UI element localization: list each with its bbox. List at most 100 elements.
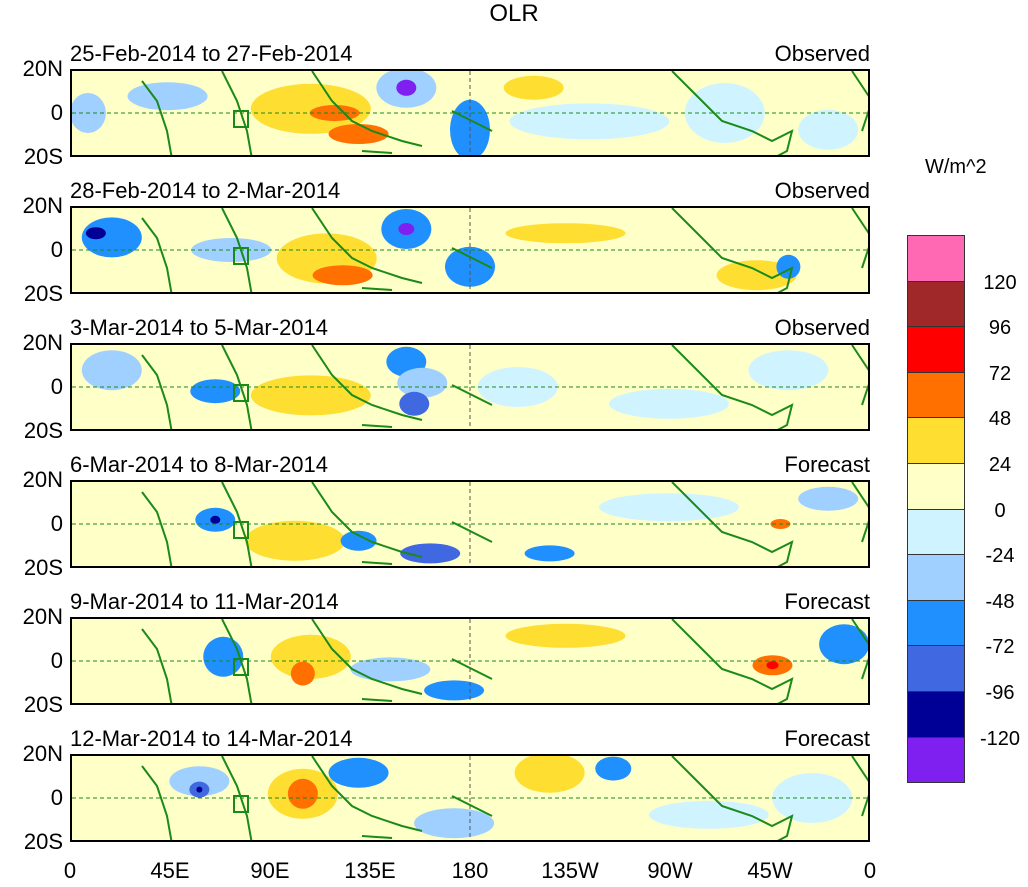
anomaly-contour [399,391,430,416]
colorbar-swatch [907,599,965,647]
colorbar-swatch [907,235,965,282]
anomaly-contour [312,265,373,286]
panel-date-range: 9-Mar-2014 to 11-Mar-2014 [70,589,339,614]
colorbar-units: W/m^2 [925,156,987,178]
panel-date-range: 28-Feb-2014 to 2-Mar-2014 [70,178,341,203]
region-box [233,384,249,402]
anomaly-contour [191,238,272,262]
anomaly-contour [648,800,769,829]
panel-date-range: 3-Mar-2014 to 5-Mar-2014 [70,315,329,340]
lat-tick-label: 20N [22,467,63,492]
map-panel [70,480,870,568]
olr-anomaly-map [72,208,868,292]
lon-tick-label: 90W [647,858,693,883]
olr-anomaly-map [72,619,868,703]
lat-tick-label: 20S [23,692,63,717]
anomaly-contour [766,661,779,670]
colorbar-label: 48 [988,408,1012,431]
anomaly-contour [776,254,801,279]
olr-anomaly-map [72,482,868,566]
panel-type-label: Observed [774,41,870,66]
colorbar-label: -96 [985,682,1015,704]
region-box [233,247,249,265]
anomaly-contour [127,82,208,111]
lon-tick-label: 135W [541,858,599,883]
colorbar-label: 96 [988,317,1012,340]
lat-tick-label: 20N [22,741,63,766]
map-panel [70,343,870,431]
colorbar-swatch [907,554,965,601]
colorbar-label: 72 [988,362,1012,385]
lon-tick-label: 135E [344,858,396,883]
anomaly-contour [169,766,230,797]
anomaly-contour [798,486,859,511]
anomaly-contour [210,515,221,524]
anomaly-contour [509,103,670,140]
panel-type-label: Observed [774,178,870,203]
panel-type-label: Forecast [784,589,870,614]
anomaly-contour [505,623,626,648]
region-box [233,658,249,676]
anomaly-contour [772,773,853,823]
lat-tick-label: 0 [50,100,63,125]
panel-date-range: 12-Mar-2014 to 14-Mar-2014 [70,726,353,751]
anomaly-contour [424,680,485,701]
anomaly-contour [398,223,415,235]
anomaly-contour [85,227,106,240]
map-panel [70,206,870,294]
colorbar-label: 120 [983,271,1017,294]
map-panel [70,617,870,705]
colorbar-swatch [907,463,965,510]
anomaly-contour [609,388,729,419]
map-panel [70,754,870,842]
lat-tick-label: 20S [23,144,63,169]
colorbar-swatch [907,280,965,328]
anomaly-contour [798,109,859,150]
lat-tick-label: 0 [50,374,63,399]
anomaly-contour [505,223,626,244]
lon-tick-label: 45E [150,858,190,883]
colorbar-label: -24 [985,545,1015,568]
lat-tick-label: 0 [50,785,63,810]
lon-tick-label: 45W [747,858,793,883]
lat-tick-label: 20N [22,604,63,629]
colorbar-swatch [907,645,965,692]
coastline [141,756,868,840]
anomaly-contour [244,520,345,561]
colorbar-swatch [907,508,965,556]
anomaly-contour [190,379,241,404]
coastline [141,482,868,566]
coastline [141,208,868,292]
anomaly-contour [81,350,142,391]
anomaly-contour [340,530,377,551]
colorbar-swatch [907,326,965,373]
lat-tick-label: 20N [22,193,63,218]
anomaly-contour [595,756,632,781]
lon-tick-label: 180 [451,858,489,883]
lat-tick-label: 20S [23,418,63,443]
region-box [233,795,249,813]
panel-date-range: 25-Feb-2014 to 27-Feb-2014 [70,41,353,66]
colorbar-swatch [907,691,965,738]
anomaly-contour [396,79,417,96]
anomaly-contour [196,786,203,793]
colorbar-swatch [907,371,965,419]
map-panel [70,69,870,157]
colorbar-label: 24 [988,454,1012,476]
anomaly-contour [203,636,244,677]
anomaly-contour [819,624,868,665]
olr-anomaly-map [72,71,868,155]
panel-type-label: Observed [774,315,870,340]
anomaly-contour [524,545,575,562]
lon-tick-label: 90E [250,858,290,883]
anomaly-contour [748,350,829,391]
lat-tick-label: 20S [23,281,63,306]
coastline [141,71,868,155]
lat-tick-label: 20N [22,330,63,355]
colorbar-label: -72 [985,636,1015,659]
coastline [141,619,868,703]
figure-title: OLR [489,0,539,27]
lat-tick-label: 20S [23,829,63,854]
lat-tick-label: 20S [23,555,63,580]
colorbar-label: -48 [985,590,1015,613]
